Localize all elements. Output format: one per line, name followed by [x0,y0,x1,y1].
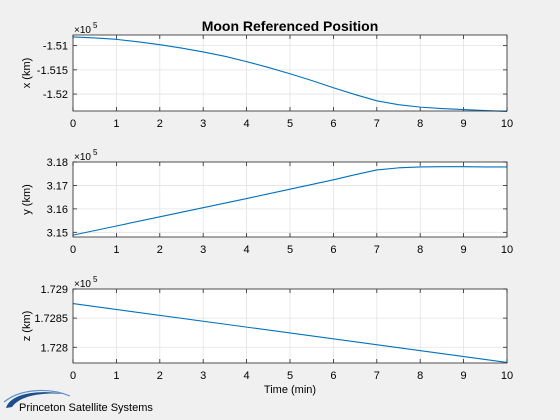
x-tick-label: 1 [113,118,119,130]
x-tick-label: 2 [157,370,163,382]
y-tick-label: 3.18 [47,157,68,169]
exponent-label: ×10 [74,279,91,290]
x-tick-label: 5 [287,244,293,256]
x-tick-label: 4 [244,244,250,256]
y-axis-label: z (km) [21,311,33,342]
x-tick-label: 6 [330,244,336,256]
exponent-label: ×10 [74,152,91,163]
x-tick-label: 5 [287,370,293,382]
x-tick-label: 2 [157,244,163,256]
axes-box [72,34,508,112]
y-tick-label: 3.17 [47,180,68,192]
data-line [72,166,507,236]
exponent-power: 5 [93,148,98,157]
x-tick-label: 9 [461,118,467,130]
x-tick-label: 9 [461,244,467,256]
y-position-plot: 0 1 2 3 4 5 6 7 8 9 103.153.163.173.18 ×10 5y (km) [21,148,513,256]
x-tick-label: 6 [330,370,336,382]
exponent-power: 5 [93,21,98,30]
x-position-plot: 0 1 2 3 4 5 6 7 8 9 10-1.51-1.515-1.52×10 5x (km) [21,21,513,130]
logo-swoosh-icon [6,392,66,408]
y-axis-label: y (km) [21,184,33,215]
x-tick-label: 6 [330,118,336,130]
x-tick-label: 1 [113,244,119,256]
company-label: Princeton Satellite Systems [19,402,153,414]
y-axis-label: x (km) [21,58,33,89]
exponent-label: ×10 [74,25,91,36]
axes-box [72,288,508,364]
x-tick-label: 10 [501,370,513,382]
x-tick-label: 0 [70,118,76,130]
y-tick-label: 1.728 [40,342,68,354]
y-tick-label: 3.16 [47,204,68,216]
x-tick-label: 7 [374,244,380,256]
logo-arc-icon [3,389,71,403]
x-tick-label: 1 [113,370,119,382]
y-tick-label: 1.729 [40,284,68,296]
x-tick-label: 0 [70,244,76,256]
data-line [72,303,508,363]
figure-title: Moon Referenced Position [202,18,379,34]
y-tick-label: 1.7285 [34,313,68,325]
x-tick-label: 8 [417,118,423,130]
x-tick-label: 3 [200,370,206,382]
x-tick-label: 0 [70,370,76,382]
exponent-power: 5 [93,275,98,284]
data-line [72,36,508,113]
x-tick-label: 10 [501,244,513,256]
x-tick-label: 7 [374,370,380,382]
x-axis-label: Time (min) [264,384,316,396]
x-tick-label: 5 [287,118,293,130]
x-tick-label: 10 [501,118,513,130]
x-tick-label: 2 [157,118,163,130]
x-tick-label: 8 [417,244,423,256]
x-tick-label: 9 [461,370,467,382]
y-tick-label: -1.52 [43,89,68,101]
x-tick-label: 8 [417,370,423,382]
axes-box [72,161,508,238]
x-tick-label: 3 [200,244,206,256]
y-tick-label: 3.15 [47,227,68,239]
x-tick-label: 4 [244,118,250,130]
x-tick-label: 7 [374,118,380,130]
y-tick-label: -1.515 [37,65,68,77]
x-tick-label: 3 [200,118,206,130]
x-tick-label: 4 [244,370,250,382]
y-tick-label: -1.51 [43,41,68,53]
pss-logo [3,389,71,408]
